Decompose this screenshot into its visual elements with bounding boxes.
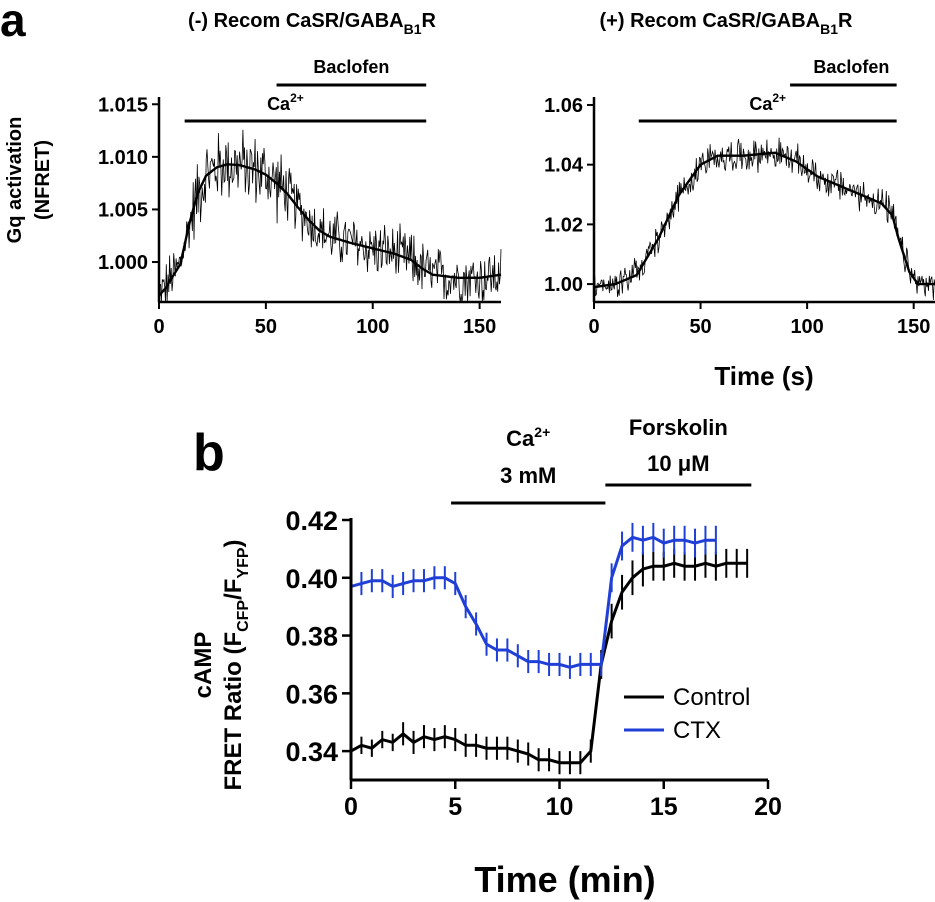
a2-xtick-label: 100 (790, 316, 823, 338)
b-ylabel-line1: cAMP (190, 632, 217, 699)
a2-trend-line (593, 151, 935, 289)
b-ytick-label: 0.42 (285, 506, 338, 536)
a1-noise-path (158, 129, 502, 303)
a2-trend-path (593, 151, 935, 289)
b-ylabel-line2: FRET Ratio (FCFP/FYFP) (220, 539, 252, 790)
b-legend: Control CTX (624, 684, 750, 744)
b-ca-concentration: 3 mM (500, 463, 556, 488)
a1-baclofen-label: Baclofen (313, 57, 389, 77)
a1-xtick-label: 0 (153, 316, 164, 338)
chart-a1: (-) Recom CaSR/GABAB1R Gq activation (NF… (4, 10, 502, 338)
a2-xtick-label: 150 (897, 316, 930, 338)
chart-b: Ca2+ 3 mM Forskolin 10 μM cAMP FRET Rati… (190, 415, 782, 900)
legend-label-control: Control (673, 684, 750, 711)
a1-noise-trace (158, 129, 502, 303)
a2-ytick-label: 1.02 (544, 214, 583, 236)
a2-xtick-label: 50 (689, 316, 711, 338)
b-forskolin-label: Forskolin (629, 415, 728, 440)
a2-ca-label: Ca2+ (749, 91, 786, 114)
a2-xlabel: Time (s) (714, 361, 813, 391)
b-xtick-label: 5 (448, 793, 462, 821)
a2-title: (+) Recom CaSR/GABAB1R (600, 10, 854, 37)
a1-ca-label: Ca2+ (267, 91, 304, 114)
a1-ylabel-line1: Gq activation (4, 117, 26, 244)
a2-axes (592, 97, 935, 304)
a2-baclofen-label: Baclofen (813, 57, 889, 77)
b-ytick-label: 0.36 (285, 679, 338, 709)
a2-noise-path (593, 137, 935, 300)
b-forskolin-concentration: 10 μM (647, 451, 709, 476)
a1-ticks: 0 50 100 150 1.000 1.005 1.010 1.015 (98, 94, 496, 338)
panel-b-letter: b (193, 424, 225, 482)
a1-ytick-label: 1.005 (98, 199, 148, 221)
a1-xtick-label: 100 (356, 316, 389, 338)
b-xlabel: Time (min) (474, 859, 655, 900)
a1-axes (157, 97, 501, 304)
b-ticks: 0 5 10 15 20 0.34 0.36 0.38 0.40 0.42 (285, 506, 781, 821)
b-series (350, 522, 749, 775)
a1-ylabel-line2: (NFRET) (32, 140, 54, 220)
series-line (350, 535, 716, 669)
b-xtick-label: 0 (344, 793, 358, 821)
a1-xtick-label: 150 (463, 316, 496, 338)
b-ytick-label: 0.38 (285, 622, 338, 652)
a1-title: (-) Recom CaSR/GABAB1R (188, 10, 436, 37)
a2-noise-trace (593, 137, 935, 300)
a1-trend-path (158, 162, 502, 297)
a2-ytick-label: 1.00 (544, 274, 583, 296)
b-xtick-label: 20 (754, 793, 782, 821)
a2-ticks: 0 50 100 150 1.00 1.02 1.04 1.06 (544, 95, 930, 338)
a2-ytick-label: 1.06 (544, 95, 583, 117)
b-ytick-label: 0.34 (285, 737, 338, 767)
panel-a-letter: a (0, 0, 26, 46)
a1-ytick-label: 1.010 (98, 147, 148, 169)
a2-ytick-label: 1.04 (544, 155, 584, 177)
b-xtick-label: 15 (650, 793, 678, 821)
b-ytick-label: 0.40 (285, 564, 338, 594)
legend-label-ctx: CTX (673, 717, 721, 744)
a2-xtick-label: 0 (588, 316, 599, 338)
a1-trend-line (158, 162, 502, 297)
a1-ytick-label: 1.000 (98, 252, 148, 274)
series-control (350, 548, 749, 775)
chart-a2: (+) Recom CaSR/GABAB1R Ca2+ Baclofen 0 50… (544, 10, 935, 391)
b-ca-label: Ca2+ (506, 424, 550, 451)
series-line (350, 561, 748, 765)
a1-ytick-label: 1.015 (98, 94, 148, 116)
a1-xtick-label: 50 (255, 316, 277, 338)
series-ctx (350, 522, 717, 679)
b-xtick-label: 10 (546, 793, 574, 821)
